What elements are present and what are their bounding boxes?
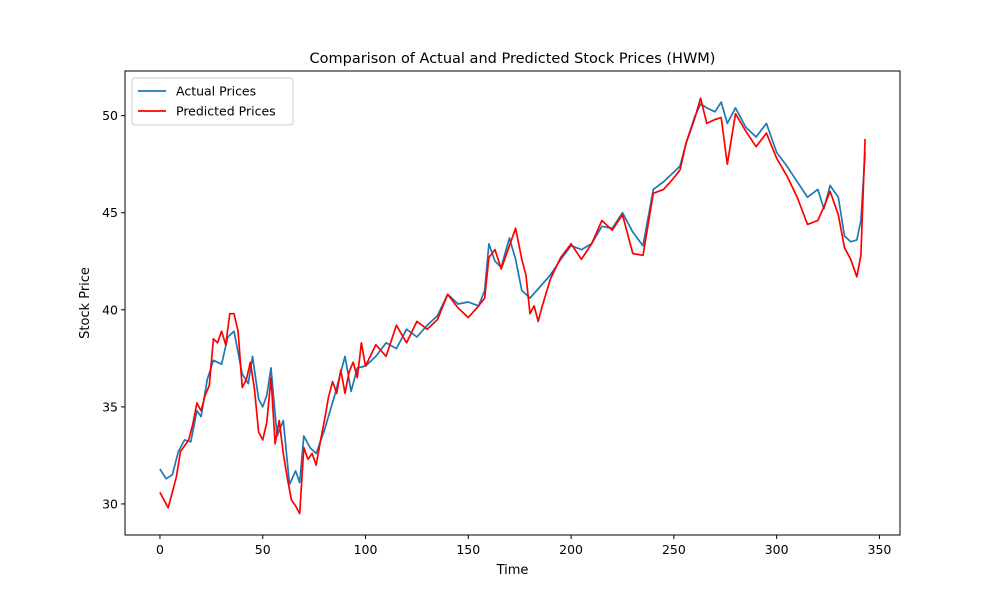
x-tick-label: 200 xyxy=(559,542,583,557)
y-tick-label: 50 xyxy=(102,108,118,123)
plot-frame xyxy=(124,70,901,536)
series-line-predicted xyxy=(159,97,866,515)
x-tick-label: 150 xyxy=(456,542,480,557)
legend-item: Actual Prices xyxy=(138,84,256,99)
x-tick-label: 350 xyxy=(868,542,892,557)
legend: Actual Prices Predicted Prices xyxy=(131,77,294,126)
plot-area: 0 50 100 150 200 250 300 350 30 35 40 45 50 Actual Pr… xyxy=(102,70,901,557)
y-tick-label: 30 xyxy=(102,496,118,511)
x-tick-label: 0 xyxy=(156,542,164,557)
series-line-actual xyxy=(159,101,866,486)
x-axis-label: Time xyxy=(496,563,529,578)
legend-label: Predicted Prices xyxy=(176,104,276,119)
legend-label: Actual Prices xyxy=(176,84,256,99)
chart-title: Comparison of Actual and Predicted Stock… xyxy=(310,51,716,67)
legend-box xyxy=(131,77,294,126)
y-tick-label: 45 xyxy=(102,205,118,220)
x-tick-label: 250 xyxy=(662,542,686,557)
y-tick-label: 40 xyxy=(102,302,118,317)
x-tick-label: 50 xyxy=(255,542,271,557)
y-axis-label: Stock Price xyxy=(78,267,93,339)
y-tick-label: 35 xyxy=(102,399,118,414)
legend-item: Predicted Prices xyxy=(138,104,276,119)
x-tick-label: 300 xyxy=(765,542,789,557)
x-tick-label: 100 xyxy=(354,542,378,557)
